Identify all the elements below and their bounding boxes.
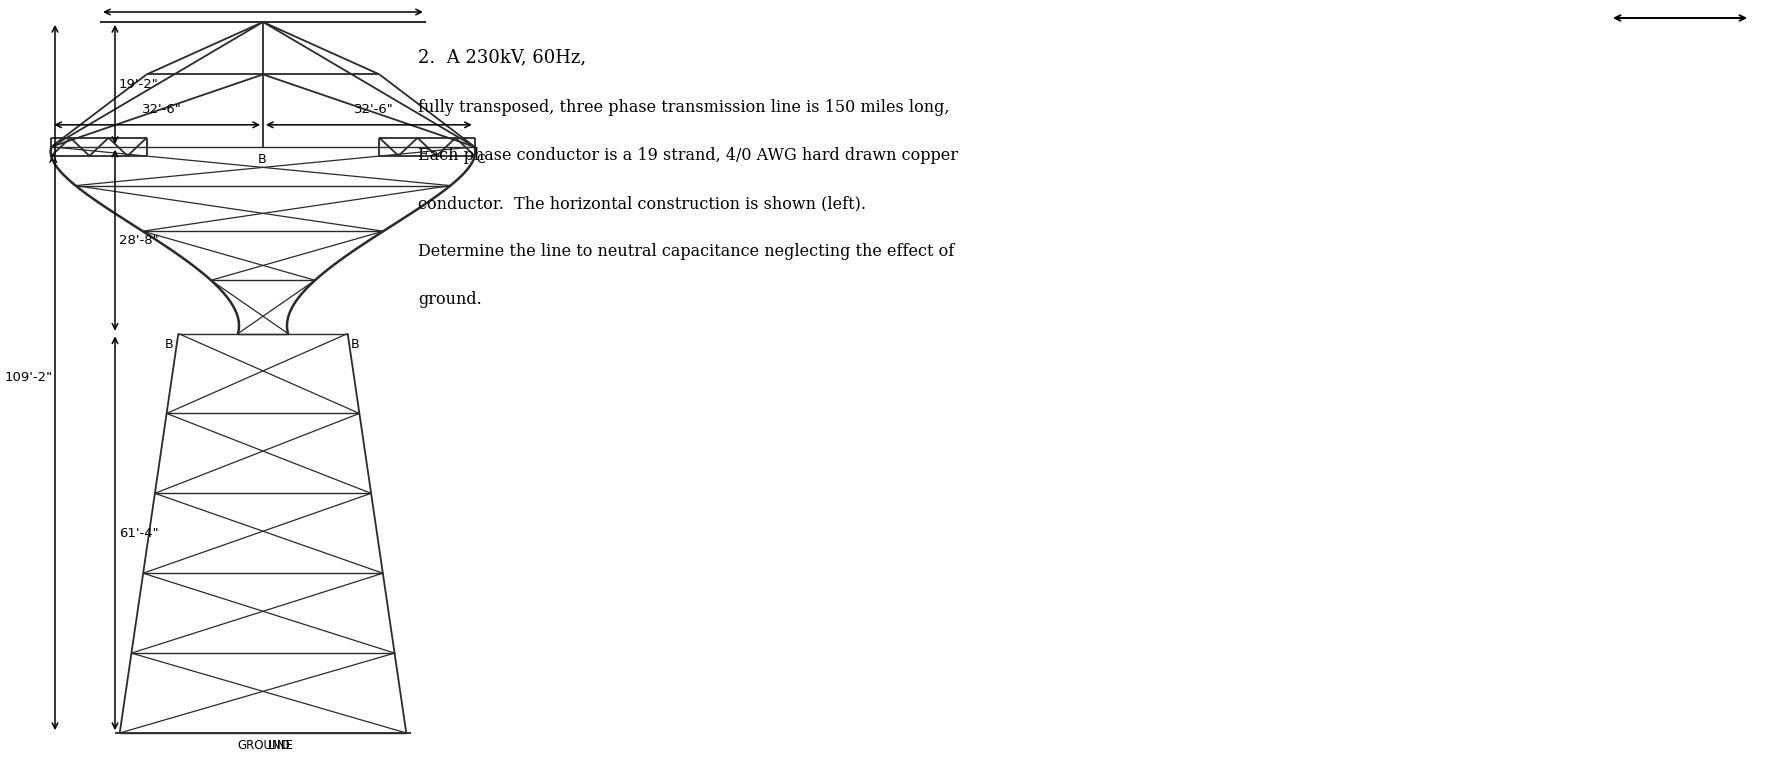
Text: B: B [164,338,173,351]
Text: C: C [476,153,485,166]
Text: 28'-8": 28'-8" [119,234,159,247]
Text: 19'-2": 19'-2" [119,78,159,91]
Text: Determine the line to neutral capacitance neglecting the effect of: Determine the line to neutral capacitanc… [419,243,953,260]
Text: 109'-2": 109'-2" [5,371,53,384]
Text: 50'-0": 50'-0" [248,0,287,2]
Text: 32'-6": 32'-6" [355,103,394,116]
Text: LINE: LINE [267,739,294,752]
Text: Each phase conductor is a 19 strand, 4/0 AWG hard drawn copper: Each phase conductor is a 19 strand, 4/0… [419,147,959,164]
Text: fully transposed, three phase transmission line is 150 miles long,: fully transposed, three phase transmissi… [419,99,950,116]
Text: B: B [258,153,267,166]
Text: conductor.  The horizontal construction is shown (left).: conductor. The horizontal construction i… [419,195,866,212]
Text: GROUND: GROUND [237,739,290,752]
Text: 61'-4": 61'-4" [119,527,159,539]
Text: B: B [351,338,360,351]
Text: 32'-6": 32'-6" [143,103,182,116]
Text: 2.  A 230kV, 60Hz,: 2. A 230kV, 60Hz, [419,48,586,66]
Text: ground.: ground. [419,291,481,308]
Text: A: A [50,153,57,166]
